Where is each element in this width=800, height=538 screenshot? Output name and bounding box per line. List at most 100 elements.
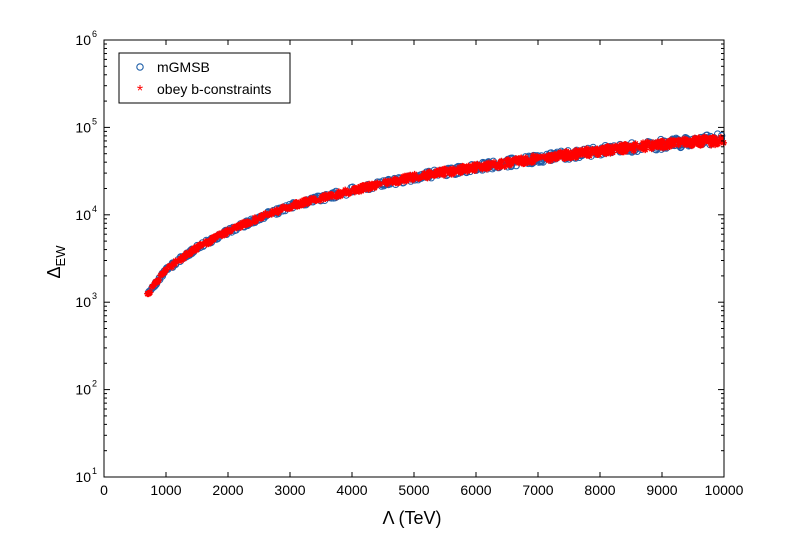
data-point <box>550 154 558 162</box>
data-point <box>588 145 596 153</box>
data-point <box>217 231 225 238</box>
y-tick-exponent: 4 <box>92 204 97 214</box>
data-point <box>319 193 327 201</box>
x-tick-label: 0 <box>100 482 108 498</box>
data-point <box>337 192 345 200</box>
data-point <box>195 242 203 250</box>
data-point <box>419 173 427 181</box>
data-point <box>545 151 553 159</box>
data-point <box>400 177 408 185</box>
data-point <box>415 175 422 183</box>
data-point <box>161 266 169 274</box>
data-point <box>186 250 194 258</box>
data-point <box>602 150 610 158</box>
svg-text:ΔEW: ΔEW <box>44 245 68 279</box>
data-point <box>677 138 685 146</box>
data-point <box>257 212 265 219</box>
data-point <box>713 140 721 148</box>
plot-background <box>104 40 724 477</box>
data-point <box>583 145 591 153</box>
data-point <box>485 164 493 172</box>
data-point <box>465 163 473 171</box>
data-point <box>283 204 290 211</box>
y-tick-label: 10 <box>75 469 91 485</box>
data-point <box>545 157 553 164</box>
data-point <box>583 151 591 159</box>
data-point <box>706 138 714 146</box>
y-axis-title: ΔEW <box>44 245 68 279</box>
data-point <box>717 133 725 141</box>
x-axis-title: Λ (TeV) <box>382 508 441 528</box>
x-tick-label: 9000 <box>646 482 677 498</box>
data-point <box>411 170 419 178</box>
data-point <box>449 165 457 173</box>
data-point <box>504 160 512 168</box>
data-point <box>667 136 675 144</box>
data-point <box>165 263 173 270</box>
data-point <box>336 189 344 197</box>
data-point <box>691 134 699 142</box>
data-point <box>188 246 196 254</box>
data-point <box>670 141 678 149</box>
data-point <box>247 220 254 227</box>
data-point <box>359 182 367 189</box>
data-point <box>447 169 454 177</box>
x-tick-label: 7000 <box>522 482 553 498</box>
series-layer <box>144 130 727 298</box>
data-point <box>535 154 543 162</box>
data-point <box>503 156 511 164</box>
data-point <box>561 150 568 158</box>
data-point <box>432 167 440 175</box>
data-point <box>441 165 449 173</box>
data-point <box>630 147 638 155</box>
data-point <box>312 197 320 205</box>
data-point <box>482 160 490 168</box>
data-point <box>654 139 662 147</box>
data-point <box>619 142 627 150</box>
y-tick-label: 10 <box>75 382 91 398</box>
data-point <box>577 150 585 158</box>
data-point <box>512 155 520 162</box>
data-point <box>171 260 179 268</box>
data-point <box>594 149 602 156</box>
data-point <box>609 144 617 152</box>
data-point <box>271 207 278 215</box>
data-point <box>618 145 626 152</box>
data-point <box>485 159 493 167</box>
data-point <box>251 214 259 222</box>
data-point <box>639 139 647 147</box>
data-point <box>686 138 694 146</box>
y-tick-label: 10 <box>75 32 91 48</box>
x-tick-label: 1000 <box>150 482 181 498</box>
x-tick-label: 6000 <box>460 482 491 498</box>
x-tick-label: 2000 <box>212 482 243 498</box>
data-point <box>320 195 328 203</box>
data-point <box>351 186 359 194</box>
data-point <box>664 138 672 145</box>
data-point <box>495 160 503 168</box>
data-point <box>177 257 185 264</box>
data-point <box>551 150 559 158</box>
legend-marker-asterisk: * <box>137 83 143 100</box>
data-point <box>695 134 703 142</box>
data-point <box>518 156 526 164</box>
ticks-layer: 0 1000 2000 3000 4000 5000 6000 7000 8000 9000 100… <box>75 29 743 498</box>
data-point <box>501 163 509 170</box>
data-point <box>426 172 434 179</box>
data-point <box>262 210 269 217</box>
data-point <box>614 146 622 154</box>
legend: mGMSB * obey b-constraints <box>118 52 291 104</box>
data-point <box>703 137 711 144</box>
data-point <box>328 193 336 201</box>
data-point <box>572 153 580 161</box>
data-point <box>490 159 498 166</box>
data-point <box>225 226 233 234</box>
data-point <box>454 167 462 174</box>
data-point <box>562 148 570 155</box>
legend-entry-b-constraints: * obey b-constraints <box>137 81 272 100</box>
data-point <box>473 160 481 168</box>
y-tick-label: 10 <box>75 119 91 135</box>
data-point <box>239 219 246 227</box>
x-axis-unit: (TeV) <box>399 508 442 528</box>
